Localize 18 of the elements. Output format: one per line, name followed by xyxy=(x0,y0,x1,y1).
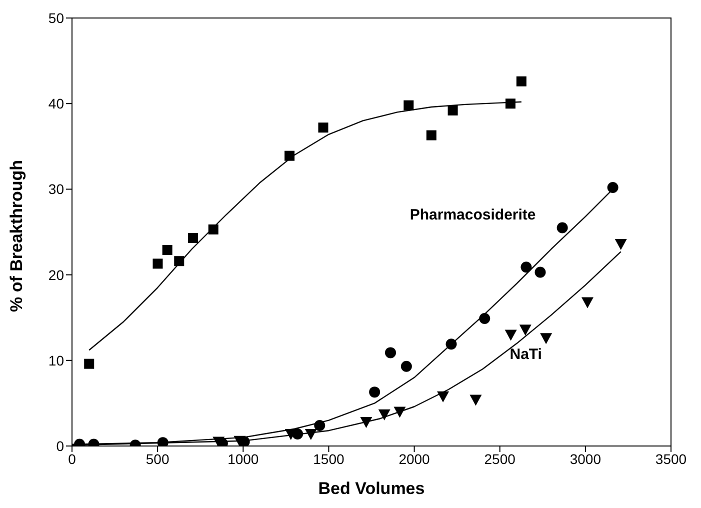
x-tick-label: 0 xyxy=(68,450,76,467)
series-label: Pharmacosiderite xyxy=(410,206,536,224)
y-tick-label: 30 xyxy=(48,181,64,198)
x-tick-label: 3500 xyxy=(655,450,687,467)
x-axis-title: Bed Volumes xyxy=(318,479,425,498)
series-label: NaTi xyxy=(510,346,542,363)
y-tick-label: 10 xyxy=(48,352,64,368)
y-tick-label: 40 xyxy=(48,96,64,112)
x-tick-label: 1500 xyxy=(313,450,344,467)
x-tick-label: 2500 xyxy=(484,450,516,467)
y-tick-label: 20 xyxy=(48,266,64,283)
x-tick-label: 500 xyxy=(146,450,170,467)
x-tick-label: 1000 xyxy=(228,450,259,467)
x-tick-label: 3000 xyxy=(570,450,602,467)
y-axis-title: % of Breakthrough xyxy=(7,160,26,312)
y-tick-label: 50 xyxy=(48,10,64,26)
y-tick-label: 0 xyxy=(56,438,64,454)
x-tick-label: 2000 xyxy=(398,450,430,467)
